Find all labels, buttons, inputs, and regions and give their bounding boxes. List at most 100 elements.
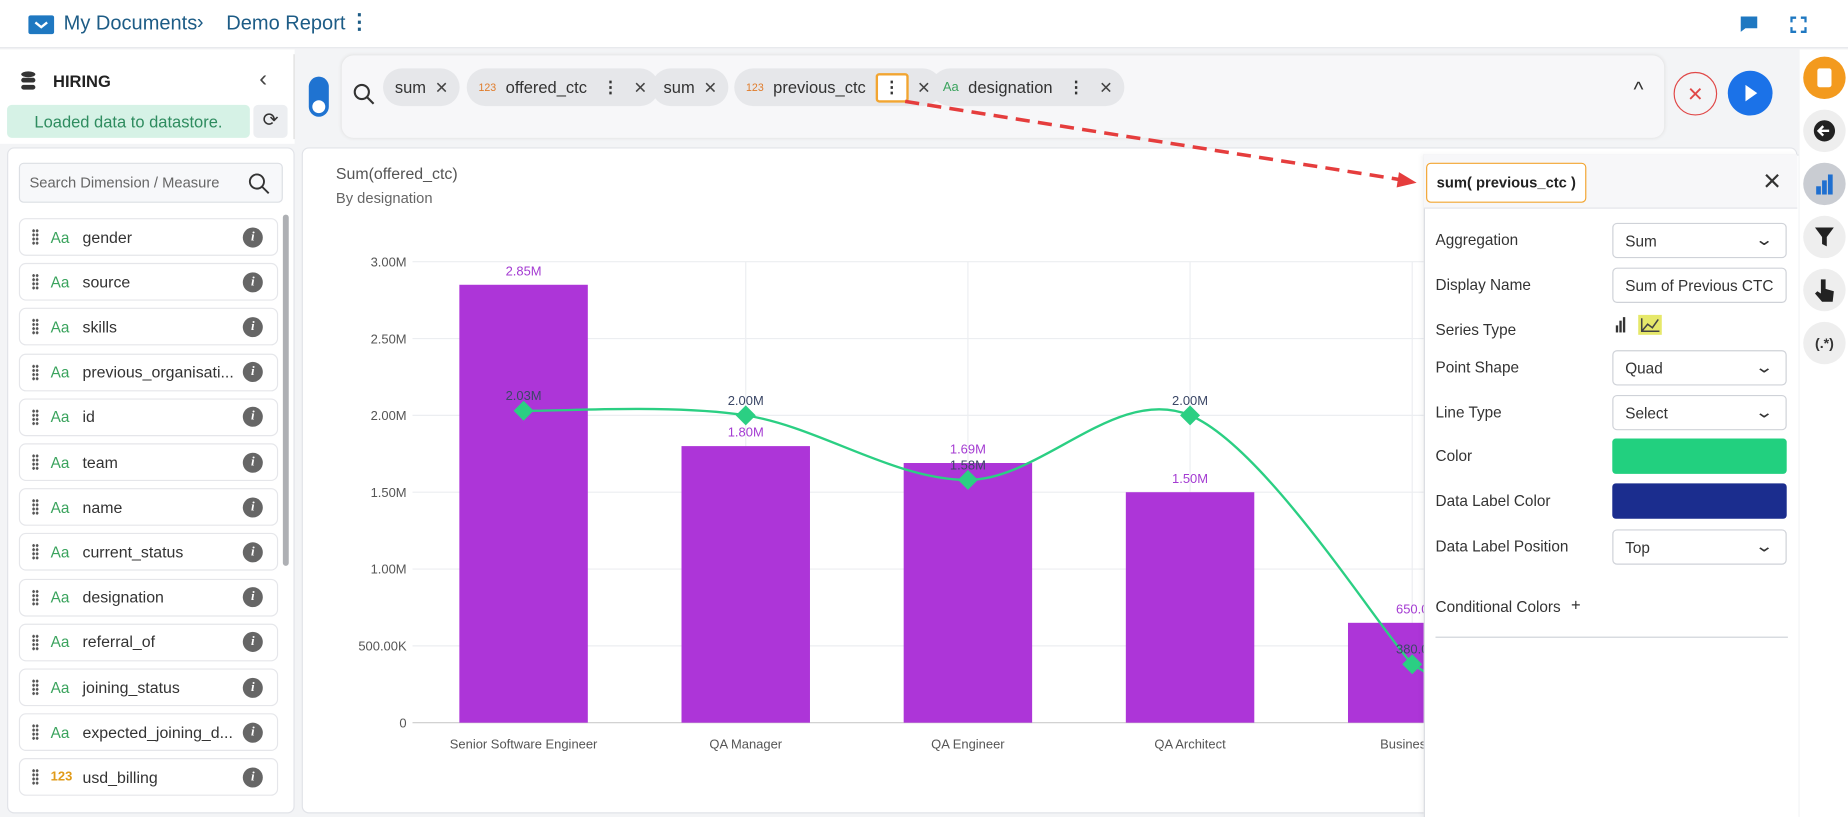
- property-select[interactable]: Top ⌄: [1612, 529, 1787, 565]
- field-item[interactable]: Aa current_status i: [18, 533, 279, 572]
- chip-remove[interactable]: ×: [435, 74, 448, 99]
- comment-icon[interactable]: [1740, 15, 1759, 33]
- query-search-icon[interactable]: [352, 83, 376, 107]
- rail-chart-icon[interactable]: [1803, 162, 1846, 206]
- breadcrumb-report[interactable]: Demo Report: [226, 11, 346, 35]
- panel-close[interactable]: ×: [1763, 162, 1782, 199]
- color-swatch[interactable]: [1612, 438, 1787, 474]
- info-icon[interactable]: i: [242, 632, 263, 653]
- drag-handle[interactable]: [31, 318, 39, 336]
- collapse-sidebar[interactable]: ‹: [259, 66, 268, 92]
- info-icon[interactable]: i: [242, 362, 263, 383]
- conditional-colors[interactable]: Conditional Colors: [1435, 597, 1561, 616]
- field-type: Aa: [50, 678, 70, 697]
- toggle[interactable]: [308, 76, 329, 117]
- info-icon[interactable]: i: [242, 226, 263, 247]
- color-swatch[interactable]: [1612, 483, 1787, 519]
- cancel-button[interactable]: ×: [1673, 71, 1718, 116]
- property-select[interactable]: Sum ⌄: [1612, 222, 1787, 259]
- scrollbar[interactable]: [282, 214, 289, 566]
- fullscreen-icon[interactable]: [1790, 16, 1807, 34]
- info-icon[interactable]: i: [242, 587, 263, 608]
- chip-remove[interactable]: ×: [704, 74, 717, 99]
- query-chip[interactable]: 123 previous_ctc ⋮ ×: [734, 68, 942, 107]
- field-item[interactable]: Aa joining_status i: [18, 668, 279, 707]
- drag-handle[interactable]: [31, 724, 39, 741]
- drag-handle[interactable]: [31, 679, 39, 696]
- y-tick-label: 1.00M: [371, 562, 407, 577]
- field-type: Aa: [50, 633, 70, 652]
- refresh-button[interactable]: ⟳: [253, 104, 288, 138]
- info-icon[interactable]: i: [242, 767, 263, 788]
- query-chip[interactable]: sum ×: [383, 68, 460, 107]
- chip-remove[interactable]: ×: [1099, 74, 1113, 99]
- query-chip[interactable]: sum ×: [651, 68, 729, 107]
- field-search[interactable]: Search Dimension / Measure: [18, 162, 283, 203]
- add-conditional[interactable]: +: [1571, 595, 1581, 615]
- rail-filter-icon[interactable]: [1803, 215, 1846, 259]
- field-item[interactable]: Aa previous_organisati... i: [18, 353, 279, 391]
- drag-handle[interactable]: [31, 543, 39, 561]
- drag-handle[interactable]: [31, 273, 39, 291]
- field-item[interactable]: Aa name i: [18, 488, 279, 527]
- drag-handle[interactable]: [31, 363, 39, 381]
- bar-icon: [1622, 317, 1626, 333]
- info-icon[interactable]: i: [242, 497, 263, 518]
- property-select[interactable]: Select ⌄: [1612, 394, 1787, 431]
- bar-value-label: 2.85M: [506, 263, 542, 278]
- field-item[interactable]: 123 usd_billing i: [18, 758, 279, 797]
- chip-menu[interactable]: ⋮: [875, 72, 909, 102]
- rail-data-icon[interactable]: [1803, 56, 1846, 100]
- info-icon[interactable]: i: [242, 452, 263, 473]
- series-type-icons[interactable]: [1612, 314, 1664, 339]
- drag-handle[interactable]: [31, 769, 39, 786]
- drag-handle[interactable]: [31, 634, 39, 651]
- drag-handle[interactable]: [31, 408, 39, 426]
- field-name: skills: [82, 318, 117, 336]
- chip-menu[interactable]: ⋮: [602, 77, 619, 97]
- drag-handle[interactable]: [31, 228, 39, 246]
- drag-handle[interactable]: [31, 588, 39, 606]
- chip-name: previous_ctc: [773, 77, 866, 97]
- line-value-label: 2.00M: [1172, 393, 1208, 408]
- field-item[interactable]: Aa gender i: [18, 218, 279, 256]
- query-chip[interactable]: 123 offered_ctc ⋮ ×: [466, 68, 659, 107]
- breadcrumb-separator: ›: [196, 10, 204, 34]
- chip-remove[interactable]: ×: [634, 74, 647, 99]
- chip-type: 123: [746, 81, 764, 94]
- drag-handle[interactable]: [31, 453, 39, 471]
- field-item[interactable]: Aa designation i: [18, 578, 279, 617]
- field-item[interactable]: Aa id i: [18, 398, 279, 436]
- breadcrumb-folder[interactable]: My Documents: [63, 11, 198, 35]
- drag-handle[interactable]: [31, 498, 39, 516]
- info-icon[interactable]: i: [242, 407, 263, 428]
- chip-menu[interactable]: ⋮: [1067, 77, 1085, 97]
- info-icon[interactable]: i: [242, 271, 263, 293]
- rail-back-icon[interactable]: [1803, 109, 1846, 153]
- rail-interaction-icon[interactable]: [1803, 268, 1846, 312]
- info-icon[interactable]: i: [242, 317, 263, 338]
- field-item[interactable]: Aa referral_of i: [18, 623, 279, 662]
- report-menu[interactable]: ⋮: [348, 9, 371, 34]
- rail-regex-icon[interactable]: (.*): [1803, 321, 1846, 365]
- info-icon[interactable]: i: [242, 677, 263, 698]
- folder-icon[interactable]: [28, 13, 55, 35]
- chip-remove[interactable]: ×: [917, 74, 931, 99]
- property-label: Display Name: [1435, 275, 1531, 294]
- info-icon[interactable]: i: [242, 542, 263, 563]
- collapse-query[interactable]: ^: [1633, 77, 1644, 102]
- field-item[interactable]: Aa source i: [18, 263, 279, 301]
- field-item[interactable]: Aa skills i: [18, 308, 279, 346]
- database-icon: [21, 71, 36, 90]
- bar: [681, 446, 810, 723]
- property-input[interactable]: Sum of Previous CTC: [1612, 267, 1787, 303]
- bar: [459, 284, 588, 723]
- field-item[interactable]: Aa expected_joining_d... i: [18, 713, 279, 752]
- field-type: Aa: [50, 723, 70, 742]
- field-item[interactable]: Aa team i: [18, 443, 279, 482]
- property-label: Point Shape: [1435, 358, 1519, 377]
- info-icon[interactable]: i: [242, 722, 263, 743]
- property-select[interactable]: Quad ⌄: [1612, 350, 1787, 386]
- run-button[interactable]: [1727, 70, 1773, 116]
